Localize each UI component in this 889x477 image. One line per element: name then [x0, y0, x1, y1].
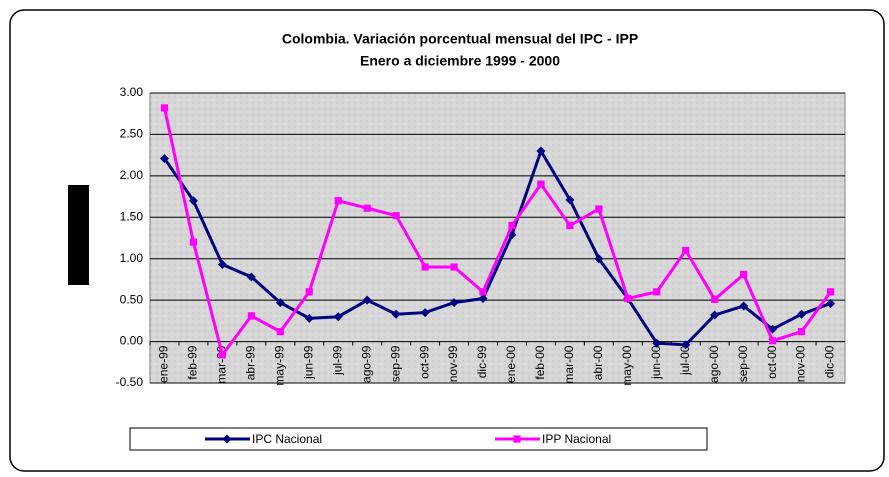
marker	[537, 180, 545, 188]
x-tick-label: sep-99	[388, 345, 402, 382]
legend-box	[129, 427, 708, 451]
x-tick-label: ago-99	[359, 345, 373, 383]
x-tick-label: abr-99	[244, 345, 258, 380]
marker	[826, 298, 836, 308]
marker	[769, 337, 777, 345]
y-tick-label: 0.50	[120, 292, 144, 306]
marker	[392, 212, 400, 220]
marker	[508, 221, 516, 230]
x-tick-label: ene-00	[504, 345, 518, 383]
y-tick-label: 0.00	[120, 334, 144, 348]
marker	[159, 153, 169, 163]
marker	[681, 340, 691, 350]
x-tick-label: nov-00	[794, 345, 808, 382]
marker	[276, 328, 284, 336]
x-tick-label: jul-99	[330, 345, 344, 376]
marker	[420, 308, 430, 318]
marker	[797, 328, 806, 336]
marker	[710, 310, 720, 320]
x-tick-label: mar-00	[562, 345, 576, 383]
x-tick-label: ago-00	[707, 345, 721, 383]
x-tick-label: oct-00	[765, 345, 779, 379]
marker	[188, 196, 198, 206]
x-tick-label: dic-99	[475, 345, 489, 378]
legend-label: IPC Nacional	[252, 432, 322, 446]
marker	[160, 104, 169, 112]
marker	[768, 324, 778, 334]
x-tick-label: oct-99	[417, 345, 431, 379]
marker	[566, 221, 574, 230]
marker	[247, 312, 255, 320]
marker	[333, 312, 343, 322]
marker	[304, 313, 314, 323]
x-tick-label: dic-00	[823, 345, 837, 378]
x-tick-label: feb-99	[186, 345, 200, 379]
y-tick-label: 1.00	[120, 251, 144, 265]
marker	[739, 301, 749, 311]
marker	[595, 205, 603, 213]
marker	[217, 260, 227, 270]
marker	[246, 272, 256, 282]
series-line	[163, 147, 832, 347]
marker	[189, 238, 198, 246]
marker	[565, 195, 575, 205]
x-tick-label: nov-99	[446, 345, 460, 382]
y-tick-label: 1.50	[120, 209, 144, 223]
y-tick-label: 3.00	[120, 85, 144, 99]
marker	[479, 288, 487, 296]
x-tick-label: jul-00	[678, 345, 692, 376]
marker	[450, 263, 458, 271]
marker	[624, 294, 632, 303]
marker	[653, 288, 661, 296]
y-tick-label: 2.00	[120, 168, 144, 182]
x-tick-label: jun-00	[649, 345, 663, 380]
marker	[391, 309, 401, 319]
marker	[363, 204, 371, 212]
black-block	[68, 185, 89, 285]
marker	[797, 309, 807, 319]
marker	[218, 351, 226, 359]
marker	[652, 338, 662, 348]
marker	[305, 288, 313, 296]
x-tick-label: sep-00	[736, 345, 750, 382]
chart-subtitle: Enero a diciembre 1999 - 2000	[360, 53, 560, 69]
legend-label: IPP Nacional	[542, 432, 611, 446]
marker	[421, 263, 429, 271]
marker	[275, 298, 285, 308]
x-tick-label: may-99	[272, 345, 286, 385]
marker	[594, 254, 604, 264]
marker	[478, 293, 488, 303]
marker	[536, 146, 546, 156]
y-tick-label: -0.50	[116, 375, 144, 389]
marker	[362, 295, 372, 305]
y-tick-label: 2.50	[120, 127, 144, 141]
plot-area	[149, 92, 846, 384]
legend-marker	[513, 435, 521, 443]
x-tick-label: ene-99	[157, 345, 171, 383]
marker	[334, 197, 342, 205]
marker	[682, 246, 690, 255]
x-tick-label: may-00	[620, 345, 634, 385]
marker	[826, 288, 835, 296]
marker	[449, 298, 459, 308]
marker	[740, 270, 748, 279]
x-tick-label: feb-00	[533, 345, 547, 379]
marker	[711, 295, 719, 303]
x-tick-label: abr-00	[591, 345, 605, 380]
legend-marker	[222, 434, 232, 444]
chart-title: Colombia. Variación porcentual mensual d…	[282, 31, 638, 47]
series-line	[163, 107, 832, 359]
x-tick-label: jun-99	[301, 345, 315, 380]
